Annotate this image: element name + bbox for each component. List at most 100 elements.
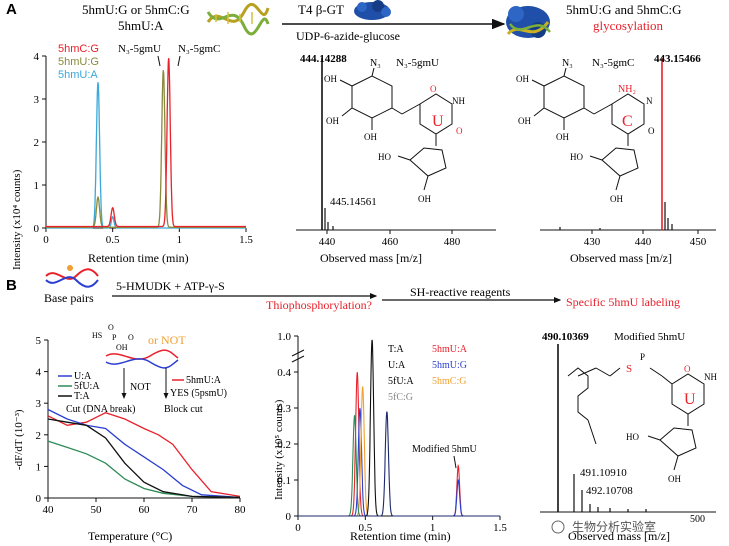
ms-spectrum-c: 430 440 450 [540, 58, 716, 248]
melt-curve-1 [47, 408, 241, 499]
melt-ytick-label: 4 [36, 367, 42, 379]
cb-legend-5fua: 5fU:A [388, 376, 414, 387]
thiophosphate-icon: HS O P OH O [92, 323, 179, 369]
oh-label-c2: OH [518, 116, 531, 126]
chromatogram-b: 0 0.5 1 1.5 0 0.1 0.2 0.3 0.4 1.0 [277, 331, 507, 534]
substrate-line2: 5hmU:A [118, 18, 164, 33]
step1-label: 5-HMUDK + ATP-γ-S [116, 279, 225, 293]
chrom-b-series-3 [298, 415, 500, 517]
oxo-label-c: O [648, 126, 655, 136]
ms-b-xlabel: Observed mass [m/z] [568, 529, 670, 543]
chrom-a-xtick-label: 0 [43, 234, 49, 246]
molecule-modified-5hmu [567, 367, 705, 471]
chrom-b-ytick-label: 0 [286, 511, 292, 523]
modified-5hmu-peak-label: Modified 5hmU [412, 444, 477, 455]
ho-label-c: HO [570, 152, 583, 162]
chrom-a-ytick-label: 0 [34, 223, 40, 235]
chrom-b-ytick-label: 0.4 [277, 367, 291, 379]
chrom-a-xtick-label: 1 [177, 234, 183, 246]
step2-label: SH-reactive reagents [410, 285, 511, 299]
chrom-b-xtick-label: 1.5 [493, 522, 507, 534]
melt-legend-ta: T:A [74, 391, 90, 402]
svg-text:OH: OH [116, 343, 128, 352]
chromatogram-a: 0 0.5 1 1.5 0 1 2 3 4 [34, 51, 254, 246]
p-label: P [640, 352, 645, 362]
chrom-a-ytick-label: 4 [34, 51, 40, 63]
melt-curve-3 [47, 418, 241, 499]
chrom-a-ytick-label: 3 [34, 94, 40, 106]
ho-label-b: HO [626, 432, 639, 442]
watermark-logo: 生物分析实验室 [551, 519, 656, 534]
base-c-letter: C [622, 113, 633, 130]
thiophosphorylation-label: Thiophosphorylation? [266, 298, 372, 312]
compound-n3-5gmc: N₃-5gmC [592, 57, 634, 69]
chrom-a-xtick-label: 1.5 [239, 234, 253, 246]
melt-xtick-label: 70 [187, 504, 199, 516]
melt-curve-2 [47, 440, 241, 499]
ms-spectrum-u: 440 460 480 [296, 58, 496, 248]
molecule-n3-5gmu [339, 67, 453, 191]
chrom-b-ylabel: Intensity (x10⁵ counts) [273, 399, 285, 500]
melt-legend-5hmua: 5hmU:A [186, 375, 222, 386]
svg-text:HS: HS [92, 331, 102, 340]
chrom-b-ytick-label: 0.2 [277, 439, 291, 451]
peak-pointer-u [157, 55, 161, 67]
melt-ytick-label: 0 [36, 493, 42, 505]
peak-label-n3-5gmu: N₃-5gmU [118, 43, 161, 55]
svg-text:O: O [108, 323, 114, 332]
or-not-label: or NOT [148, 333, 186, 347]
melt-ytick-label: 5 [36, 335, 42, 347]
sulfur-label: S [626, 363, 632, 375]
oh-label-c4: OH [610, 194, 623, 204]
melt-curve-0 [47, 411, 241, 498]
chrom-a-ytick-label: 1 [34, 180, 40, 192]
nh-label-u: NH [452, 96, 465, 106]
molecule-n3-5gmc [531, 67, 645, 191]
oh-label-c3: OH [556, 132, 569, 142]
legend-5hmUA: 5hmU:A [58, 69, 98, 81]
ms-u-minor-peak: 445.14561 [330, 196, 377, 208]
melt-ytick-label: 2 [36, 430, 42, 442]
ms-b-peak2: 491.10910 [580, 467, 627, 479]
cut-label: Cut (DNA break) [66, 404, 135, 415]
base-u-letter: U [432, 113, 444, 130]
ms-u-xtick-label: 440 [319, 236, 336, 248]
oh-label-u4: OH [418, 194, 431, 204]
oh-label-3: OH [364, 132, 377, 142]
panel-a-letter: A [6, 1, 17, 18]
watermark-text: 生物分析实验室 [572, 519, 656, 534]
n-label-c: N [646, 96, 653, 106]
melt-legend-ua: U:A [74, 371, 92, 382]
melt-xtick-label: 40 [43, 504, 55, 516]
azide-n3-u: N₃ [370, 58, 381, 69]
oxo-label-u: O [456, 126, 463, 136]
azide-n3-c: N₃ [562, 58, 573, 69]
oh-label-c1: OH [516, 74, 529, 84]
nh-label-b: NH [704, 372, 717, 382]
chrom-b-ytick-label: 1.0 [277, 331, 291, 343]
ms-u-xtick-label: 480 [444, 236, 461, 248]
melt-legend-5fua: 5fU:A [74, 381, 100, 392]
ms-c-xtick-label: 450 [690, 236, 707, 248]
melt-ytick-label: 1 [36, 461, 42, 473]
legend-5hmUG: 5hmU:G [58, 56, 99, 68]
dna-enzyme-complex-icon [506, 6, 551, 38]
chrom-b-series-5 [298, 411, 500, 517]
chrom-b-xtick-label: 0 [295, 522, 301, 534]
melt-xtick-label: 60 [139, 504, 151, 516]
block-cut-label: Block cut [164, 404, 203, 415]
chrom-a-series-1 [46, 70, 246, 228]
chrom-a-xlabel: Retention time (min) [88, 251, 189, 265]
melt-ylabel: -dF/dT (10⁻³) [13, 409, 25, 470]
cb-legend-ua: U:A [388, 360, 406, 371]
yes-label: YES (5psmU) [170, 388, 227, 399]
chrom-a-series-0 [46, 82, 246, 229]
oh-label-1: OH [324, 74, 337, 84]
cb-legend-5fcg: 5fC:G [388, 392, 413, 403]
modified-base-u-letter: U [684, 391, 696, 408]
ms-u-xtick-label: 460 [382, 236, 399, 248]
cb-legend-5hmua: 5hmU:A [432, 344, 468, 355]
glycosylation-label: glycosylation [593, 18, 664, 33]
chrom-b-xlabel: Retention time (min) [350, 529, 451, 543]
oh-label-b: OH [668, 474, 681, 484]
